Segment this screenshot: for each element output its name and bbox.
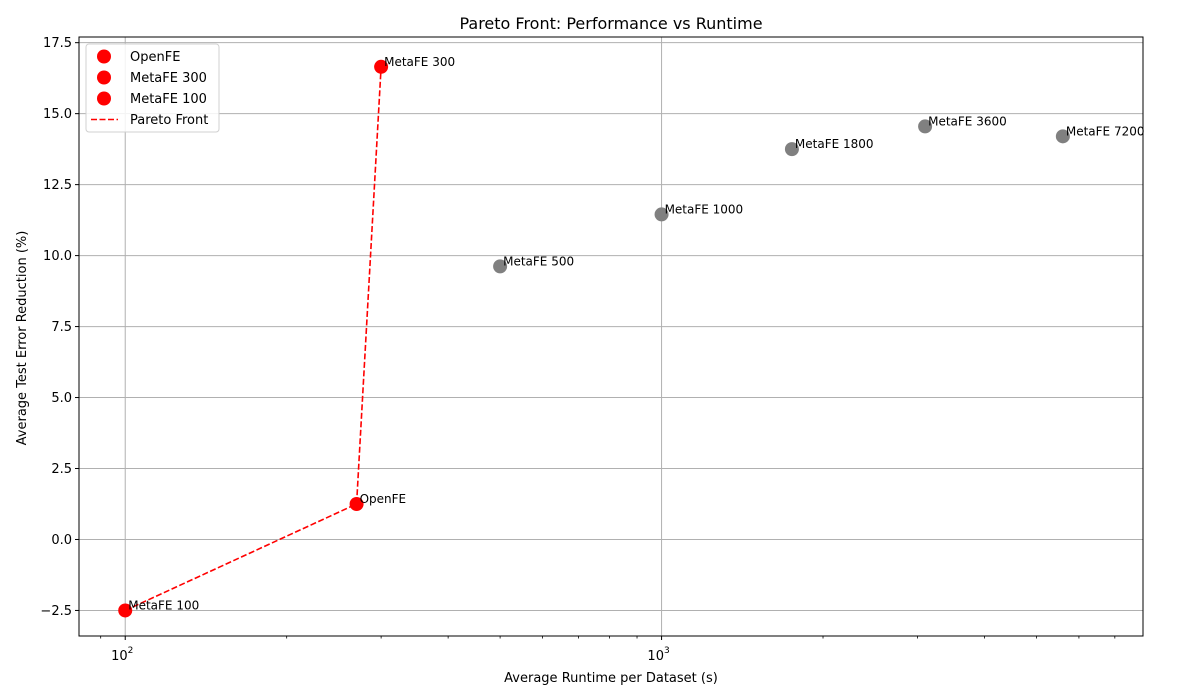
legend-label: OpenFE (130, 50, 180, 65)
y-axis-title: Average Test Error Reduction (%) (15, 231, 30, 446)
x-tick-label: 103 (647, 646, 669, 664)
point-label: OpenFE (360, 492, 407, 506)
pareto-front-line (124, 66, 382, 612)
x-tick-label-exponent: 3 (664, 646, 670, 656)
x-tick-label-base: 10 (111, 649, 128, 664)
point-labels: OpenFE MetaFE 300 MetaFE 100 MetaFE 500 Meta… (128, 55, 1144, 613)
legend-label: MetaFE 300 (130, 71, 207, 86)
chart-title: Pareto Front: Performance vs Runtime (459, 14, 762, 33)
legend-label: Pareto Front (130, 113, 208, 128)
data-point-metafe-1800 (784, 142, 799, 157)
point-label: MetaFE 1800 (795, 137, 874, 151)
data-point-metafe-3600 (918, 119, 933, 134)
data-point-metafe-300 (374, 59, 389, 74)
x-tick-label-base: 10 (647, 649, 664, 664)
grid (79, 37, 1143, 636)
data-point-metafe-500 (493, 259, 508, 274)
data-point-metafe-100 (118, 603, 133, 618)
y-tick-label: 7.5 (51, 320, 72, 335)
point-label: MetaFE 7200 (1066, 124, 1145, 138)
legend-marker (97, 70, 111, 85)
legend-label: MetaFE 100 (130, 92, 207, 107)
y-tick-label: 17.5 (43, 36, 72, 51)
point-label: MetaFE 3600 (928, 114, 1007, 128)
x-axis-title: Average Runtime per Dataset (s) (504, 671, 718, 686)
point-label: MetaFE 500 (503, 254, 574, 268)
y-tick-label: 12.5 (43, 178, 72, 193)
x-tick-label: 102 (111, 646, 133, 664)
y-tick-label: −2.5 (40, 604, 72, 619)
scatter-points (118, 59, 1070, 618)
point-label: MetaFE 300 (384, 55, 455, 69)
pareto-front-line-group (124, 66, 382, 612)
y-tick-label: 15.0 (43, 107, 72, 122)
point-label: MetaFE 100 (128, 598, 199, 612)
data-point-metafe-7200 (1055, 129, 1070, 144)
x-tick-label-exponent: 2 (128, 646, 134, 656)
plot-frame (78, 36, 1144, 637)
y-tick-label: 10.0 (43, 249, 72, 264)
legend: OpenFE MetaFE 300 MetaFE 100 Pareto Front (85, 43, 220, 133)
legend-box (85, 43, 220, 133)
legend-marker (97, 91, 111, 106)
legend-marker (97, 49, 111, 64)
y-tick-label: 0.0 (51, 533, 72, 548)
data-point-metafe-1000 (654, 207, 669, 222)
y-tick-label: 5.0 (51, 391, 72, 406)
y-tick-label: 2.5 (51, 462, 72, 477)
point-label: MetaFE 1000 (665, 202, 744, 216)
data-point-openfe (349, 496, 364, 511)
